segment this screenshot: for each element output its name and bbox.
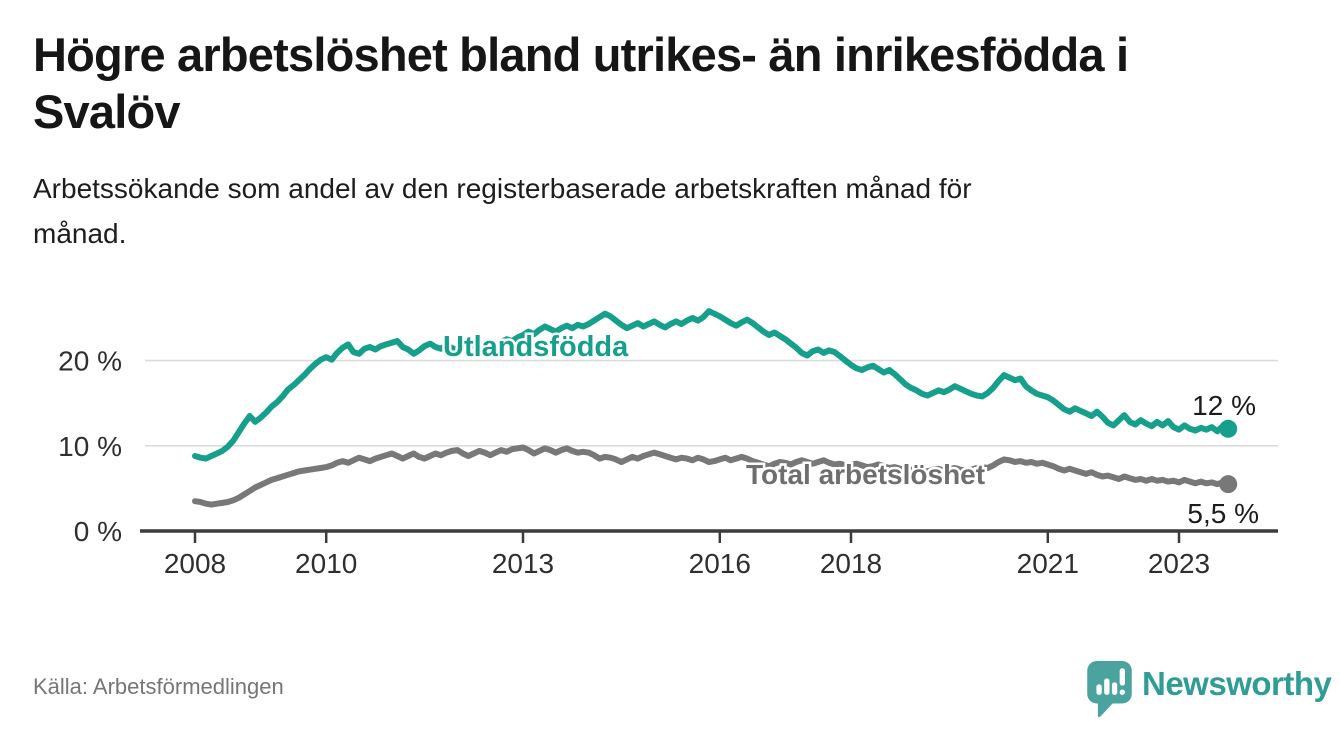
x-axis-tick-label: 2013 bbox=[492, 548, 554, 579]
x-axis-tick-label: 2023 bbox=[1148, 548, 1210, 579]
series-label-utlandsfodda: Utlandsfödda bbox=[443, 331, 629, 363]
y-axis-tick-label: 10 % bbox=[58, 431, 122, 462]
page-subtitle: Arbetssökande som andel av den registerb… bbox=[33, 173, 972, 249]
newsworthy-logo-icon bbox=[1087, 660, 1132, 718]
x-axis-tick-label: 2010 bbox=[295, 548, 357, 579]
series-label-total: Total arbetslöshet bbox=[746, 459, 985, 490]
x-axis-tick-label: 2018 bbox=[820, 548, 882, 579]
newsworthy-logo: Newsworthy bbox=[1086, 660, 1332, 720]
series-line-total bbox=[192, 444, 1232, 508]
end-value-label-total: 5,5 % bbox=[1187, 498, 1259, 529]
source-note: Källa: Arbetsförmedlingen bbox=[33, 674, 284, 699]
series-end-dot-utlandsfodda bbox=[1219, 419, 1238, 438]
y-axis-tick-label: 0 % bbox=[74, 516, 122, 547]
x-axis-tick-label: 2016 bbox=[689, 548, 751, 579]
series-line-utlandsfodda bbox=[192, 308, 1232, 462]
end-value-label-utlandsfodda: 12 % bbox=[1192, 390, 1256, 421]
page-title: Högre arbetslöshet bland utrikes- än inr… bbox=[33, 28, 1129, 138]
newsworthy-wordmark: Newsworthy bbox=[1142, 665, 1332, 702]
x-axis-tick-label: 2008 bbox=[164, 548, 226, 579]
y-axis-tick-label: 20 % bbox=[58, 346, 122, 377]
series-end-dot-total bbox=[1219, 475, 1238, 494]
x-axis-tick-label: 2021 bbox=[1017, 548, 1079, 579]
